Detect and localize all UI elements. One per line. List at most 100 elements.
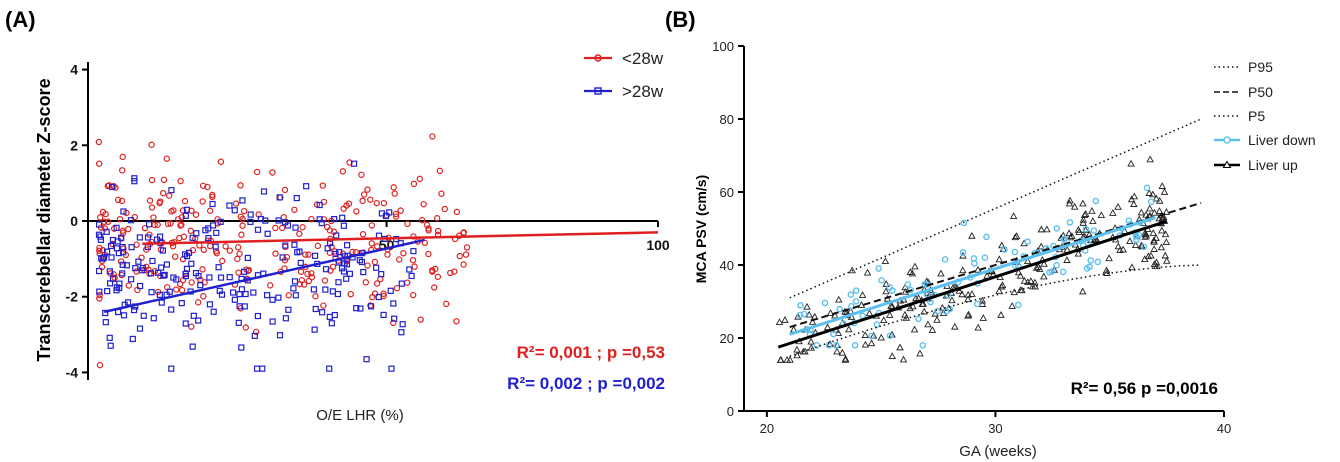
- panel-b-liver-up-point: [995, 255, 1004, 263]
- panel-a-point: [148, 289, 155, 296]
- panel-b-liver-up-point: [939, 309, 948, 316]
- panel-b-liver-up-point: [1012, 232, 1021, 239]
- panel-b-liver-up-point: [1157, 243, 1166, 251]
- panel-a-point: [367, 196, 374, 203]
- panel-b-liver-up-point: [1126, 237, 1134, 244]
- panel-b-liver-up-point: [879, 316, 888, 324]
- panel-a-point: [192, 211, 200, 218]
- panel-b-liver-up-point: [1146, 204, 1154, 212]
- panel-a-point: [460, 261, 467, 268]
- panel-a-y-tick-label-3: -2: [66, 289, 79, 305]
- panel-a-point: [406, 266, 413, 273]
- panel-a-point: [411, 263, 418, 270]
- panel-a-point: [321, 277, 329, 284]
- panel-b-liver-up-point: [1162, 238, 1171, 246]
- panel-b-liver-up-point: [911, 262, 919, 270]
- panel-a-point: [158, 299, 165, 306]
- panel-b-liver-up-point: [1163, 257, 1171, 264]
- panel-a-point: [253, 365, 261, 372]
- panel-a-point: [102, 210, 109, 218]
- panel-b-liver-up-point: [857, 301, 866, 308]
- panel-a-point: [281, 186, 289, 194]
- panel-a-point: [387, 287, 394, 294]
- panel-a-point: [375, 293, 382, 301]
- panel-a-point: [434, 273, 442, 280]
- panel-b-liver-up-point: [861, 340, 870, 348]
- panel-a-point: [205, 235, 212, 242]
- panel-b-liver-up-point: [1011, 233, 1020, 241]
- panel-b-liver-up-point: [775, 318, 784, 326]
- panel-b-liver-up-point: [1027, 277, 1035, 284]
- panel-b-legend-marker-3: [1223, 136, 1231, 144]
- panel-b-liver-down-point: [1140, 243, 1148, 251]
- panel-b-liver-up-point: [1079, 199, 1087, 207]
- panel-a-point: [226, 202, 233, 209]
- panel-b-liver-up-point: [908, 269, 917, 277]
- panel-a-point: [260, 188, 268, 195]
- panel-b-liver-down-point: [821, 299, 829, 307]
- panel-a-point: [106, 334, 113, 341]
- panel-b-liver-up-point: [1078, 287, 1087, 295]
- panel-b-liver-down-point: [1087, 257, 1095, 264]
- panel-b-liver-down-point: [1059, 268, 1067, 276]
- panel-b-liver-up-point: [1081, 226, 1090, 233]
- panel-b-liver-up-point: [1035, 265, 1044, 272]
- panel-b-liver-up-points: [775, 155, 1171, 363]
- panel-b-liver-up-point: [964, 295, 972, 303]
- panel-b-liver-up-point: [783, 355, 791, 363]
- panel-a-point: [291, 278, 299, 285]
- panel-b-liver-up-point: [834, 329, 843, 336]
- panel-b-liver-up-point: [1079, 215, 1088, 223]
- panel-a-point: [241, 303, 248, 310]
- panel-b-liver-up-point: [807, 343, 816, 351]
- panel-a-point: [319, 182, 326, 189]
- panel-a-point: [199, 266, 206, 273]
- panel-b-liver-down-point: [959, 249, 967, 256]
- panel-a-point: [136, 325, 144, 332]
- panel-a-point: [400, 250, 407, 257]
- panel-b-liver-up-point: [918, 300, 927, 307]
- panel-b-liver-down-point: [1060, 236, 1068, 243]
- panel-b-liver-up-point: [1150, 208, 1159, 216]
- panel-a-point: [200, 293, 207, 300]
- panel-a-point: [378, 271, 385, 278]
- panel-b-liver-up-point: [899, 355, 908, 363]
- panel-a-point: [453, 208, 461, 216]
- panel-a-point: [429, 133, 436, 140]
- panel-b-liver-down-point: [1066, 219, 1074, 226]
- panel-a-point: [124, 299, 132, 306]
- panel-a-label: (A): [5, 7, 36, 32]
- panel-a-point: [210, 308, 217, 315]
- panel-a-point: [409, 291, 417, 299]
- panel-b-liver-down-point: [1143, 184, 1151, 192]
- panel-b-liver-up-point: [927, 287, 935, 295]
- panel-a-point: [131, 175, 138, 182]
- panel-b-liver-down-point: [971, 260, 978, 267]
- panel-b-stat: R²= 0,56 p =0,0016: [1071, 379, 1218, 398]
- panel-a-point: [294, 249, 301, 256]
- panel-b-legend-label-1: P50: [1248, 84, 1273, 100]
- panel-b-liver-up-point: [1160, 188, 1169, 195]
- panel-a-point: [113, 224, 120, 231]
- panel-a-point: [431, 284, 438, 291]
- panel-a-point: [368, 222, 376, 229]
- panel-a-point: [257, 215, 264, 223]
- panel-b-liver-up-point: [1114, 203, 1122, 210]
- panel-a-point: [393, 284, 401, 292]
- panel-a-point: [103, 248, 111, 255]
- panel-a-point: [229, 289, 237, 296]
- panel-a-point: [163, 261, 170, 268]
- panel-a-point: [253, 168, 261, 176]
- panel-a-point: [397, 207, 404, 214]
- panel-a-point: [146, 197, 154, 204]
- panel-a-point: [188, 323, 195, 330]
- panel-a-point: [319, 309, 326, 316]
- panel-a-point: [231, 207, 238, 214]
- panel-b-liver-up-point: [833, 347, 841, 355]
- panel-a-point: [297, 259, 304, 266]
- panel-b-liver-up-point: [841, 354, 850, 362]
- panel-b-legend-label-2: P5: [1248, 108, 1265, 124]
- panel-a-point: [119, 261, 126, 268]
- panel-b-liver-up-point: [1109, 209, 1117, 216]
- panel-b-liver-up-point: [881, 257, 890, 264]
